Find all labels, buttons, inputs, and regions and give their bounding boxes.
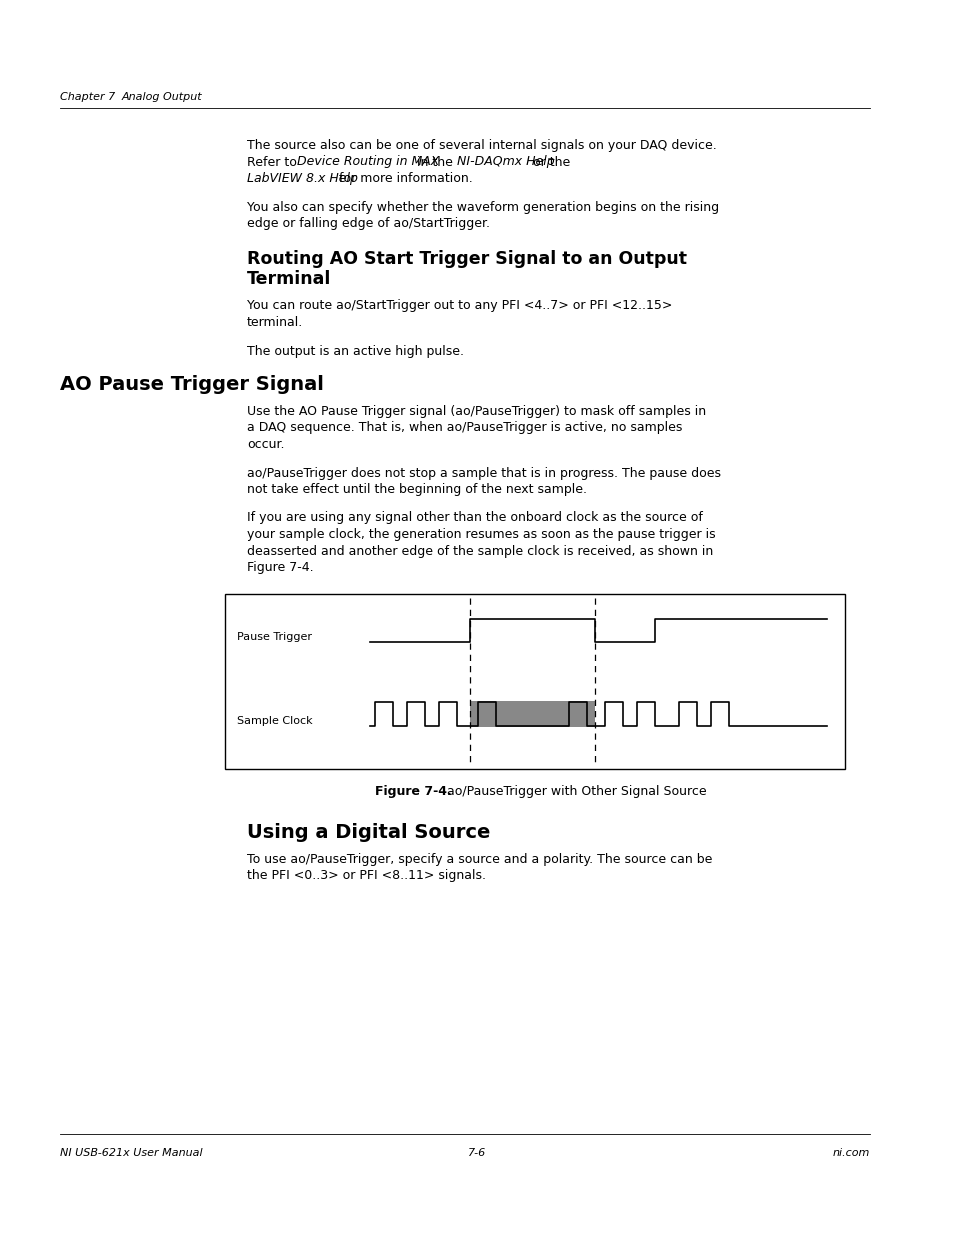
Text: the PFI <0..3> or PFI <8..11> signals.: the PFI <0..3> or PFI <8..11> signals. bbox=[247, 869, 485, 882]
Text: a DAQ sequence. That is, when ao/PauseTrigger is active, no samples: a DAQ sequence. That is, when ao/PauseTr… bbox=[247, 421, 681, 435]
Text: edge or falling edge of ao/StartTrigger.: edge or falling edge of ao/StartTrigger. bbox=[247, 217, 490, 230]
Text: Figure 7-4.: Figure 7-4. bbox=[247, 561, 314, 574]
Text: 7-6: 7-6 bbox=[467, 1149, 486, 1158]
Text: Analog Output: Analog Output bbox=[122, 91, 202, 103]
Text: ao/PauseTrigger does not stop a sample that is in progress. The pause does: ao/PauseTrigger does not stop a sample t… bbox=[247, 467, 720, 479]
FancyBboxPatch shape bbox=[225, 594, 844, 768]
Text: Refer to: Refer to bbox=[247, 156, 300, 168]
Text: ni.com: ni.com bbox=[832, 1149, 869, 1158]
Text: terminal.: terminal. bbox=[247, 316, 303, 329]
Text: AO Pause Trigger Signal: AO Pause Trigger Signal bbox=[60, 375, 323, 394]
Text: ao/PauseTrigger with Other Signal Source: ao/PauseTrigger with Other Signal Source bbox=[439, 784, 706, 798]
Text: Figure 7-4.: Figure 7-4. bbox=[375, 784, 452, 798]
Text: deasserted and another edge of the sample clock is received, as shown in: deasserted and another edge of the sampl… bbox=[247, 545, 713, 557]
Text: Routing AO Start Trigger Signal to an Output: Routing AO Start Trigger Signal to an Ou… bbox=[247, 249, 686, 268]
Text: occur.: occur. bbox=[247, 438, 284, 451]
Text: You can route ao/StartTrigger out to any PFI <4..7> or PFI <12..15>: You can route ao/StartTrigger out to any… bbox=[247, 300, 672, 312]
Text: Using a Digital Source: Using a Digital Source bbox=[247, 824, 490, 842]
Text: Pause Trigger: Pause Trigger bbox=[236, 631, 312, 641]
Text: NI USB-621x User Manual: NI USB-621x User Manual bbox=[60, 1149, 202, 1158]
Text: Sample Clock: Sample Clock bbox=[236, 715, 313, 725]
Text: for more information.: for more information. bbox=[335, 172, 473, 185]
Text: The source also can be one of several internal signals on your DAQ device.: The source also can be one of several in… bbox=[247, 140, 716, 152]
Bar bbox=[470, 700, 595, 726]
Text: Terminal: Terminal bbox=[247, 269, 331, 288]
Text: Use the AO Pause Trigger signal (ao/PauseTrigger) to mask off samples in: Use the AO Pause Trigger signal (ao/Paus… bbox=[247, 405, 705, 417]
Text: The output is an active high pulse.: The output is an active high pulse. bbox=[247, 345, 463, 357]
Text: in the: in the bbox=[412, 156, 456, 168]
Text: You also can specify whether the waveform generation begins on the rising: You also can specify whether the wavefor… bbox=[247, 200, 719, 214]
Text: Chapter 7: Chapter 7 bbox=[60, 91, 115, 103]
Text: LabVIEW 8.x Help: LabVIEW 8.x Help bbox=[247, 172, 357, 185]
Text: or the: or the bbox=[528, 156, 569, 168]
Text: Device Routing in MAX: Device Routing in MAX bbox=[296, 156, 438, 168]
Text: To use ao/PauseTrigger, specify a source and a polarity. The source can be: To use ao/PauseTrigger, specify a source… bbox=[247, 852, 712, 866]
Text: NI-DAQmx Help: NI-DAQmx Help bbox=[456, 156, 554, 168]
Text: If you are using any signal other than the onboard clock as the source of: If you are using any signal other than t… bbox=[247, 511, 702, 525]
Text: your sample clock, the generation resumes as soon as the pause trigger is: your sample clock, the generation resume… bbox=[247, 529, 715, 541]
Text: not take effect until the beginning of the next sample.: not take effect until the beginning of t… bbox=[247, 483, 586, 496]
